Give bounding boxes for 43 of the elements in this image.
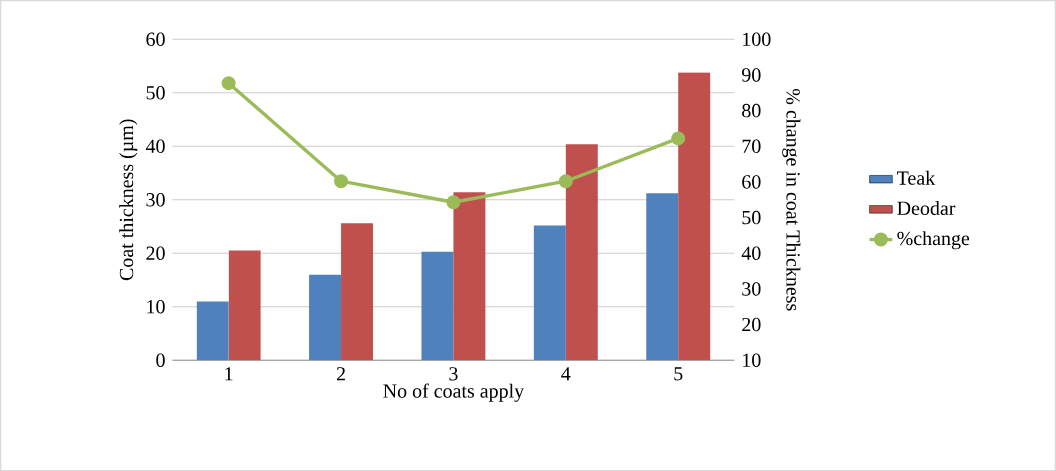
- bar: [421, 251, 454, 361]
- legend-label: Deodar: [897, 200, 956, 215]
- x-tick-label: 5: [674, 366, 683, 381]
- x-tick-label: 1: [225, 366, 233, 381]
- bar: [565, 143, 598, 361]
- y-tick-label: 0: [156, 353, 165, 367]
- bar: [533, 225, 566, 361]
- y-tick-label: 20: [146, 246, 165, 260]
- y2-tick-label: 60: [742, 174, 761, 189]
- bar: [678, 72, 711, 361]
- y2-tick-label: 40: [741, 246, 761, 260]
- x-axis-title: No of coats apply: [383, 383, 525, 402]
- y2-tick-label: 10: [743, 353, 761, 367]
- x-tick-label: 4: [561, 366, 571, 381]
- point: [671, 131, 686, 146]
- y2-tick-label: 20: [742, 317, 761, 332]
- y-tick-label: 50: [146, 85, 165, 100]
- y2-tick-label: 50: [742, 210, 761, 225]
- y2-tick-label: 30: [742, 281, 761, 296]
- point: [221, 75, 236, 90]
- y-tick-label: 30: [146, 192, 165, 207]
- bar: [196, 301, 229, 361]
- y2-tick-label: 90: [741, 68, 761, 82]
- y2-tick-label: 100: [743, 32, 771, 46]
- y-tick-label: 60: [146, 32, 165, 46]
- x-tick-label: 3: [449, 366, 458, 381]
- bar: [309, 274, 342, 361]
- bar: [228, 250, 261, 361]
- x-tick-label: 2: [336, 366, 345, 381]
- bar: [453, 192, 486, 361]
- bar: [646, 193, 679, 361]
- point: [558, 174, 573, 188]
- y2-tick-label: 70: [742, 139, 761, 153]
- y2-tick-label: 80: [742, 103, 761, 118]
- point: [334, 174, 349, 188]
- bar: [341, 223, 373, 361]
- y-tick-label: 10: [147, 299, 165, 314]
- legend-label: %change: [897, 230, 970, 250]
- y-tick-label: 40: [145, 139, 165, 153]
- y-axis-title: Coat thickness (µm): [119, 119, 138, 280]
- point: [446, 195, 461, 210]
- y2-axis-title: % change in coat Thickness: [782, 88, 801, 311]
- legend-label: Teak: [897, 170, 936, 185]
